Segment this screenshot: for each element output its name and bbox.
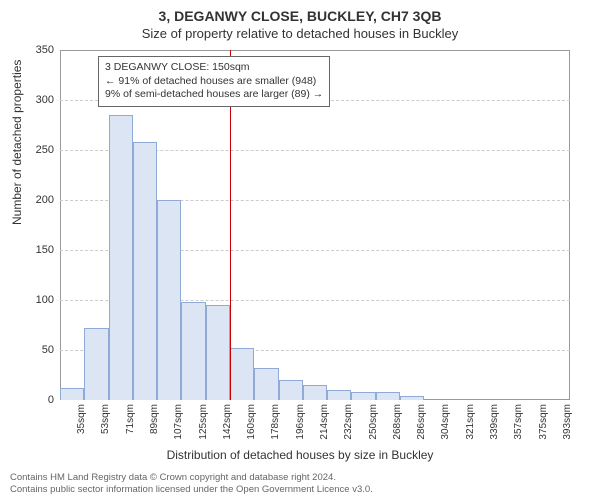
- y-tick-label: 250: [36, 144, 54, 156]
- annotation-line-3: 9% of semi-detached houses are larger (8…: [105, 88, 323, 102]
- histogram-bar: [157, 200, 181, 400]
- x-tick-label: 321sqm: [465, 404, 476, 440]
- histogram-bar: [133, 142, 157, 400]
- footer-attribution: Contains HM Land Registry data © Crown c…: [10, 472, 590, 496]
- x-tick-label: 160sqm: [246, 404, 257, 440]
- y-axis-label: Number of detached properties: [10, 60, 24, 225]
- x-tick-label: 304sqm: [440, 404, 451, 440]
- y-tick-label: 150: [36, 244, 54, 256]
- histogram-bar: [254, 368, 278, 400]
- histogram-bar: [279, 380, 303, 400]
- chart-container: 3, DEGANWY CLOSE, BUCKLEY, CH7 3QB Size …: [0, 0, 600, 500]
- y-tick-label: 50: [42, 344, 54, 356]
- x-tick-label: 53sqm: [100, 404, 111, 434]
- x-tick-label: 178sqm: [270, 404, 281, 440]
- y-tick-label: 100: [36, 294, 54, 306]
- footer-line-2: Contains public sector information licen…: [10, 484, 590, 496]
- x-tick-label: 107sqm: [173, 404, 184, 440]
- x-tick-label: 339sqm: [489, 404, 500, 440]
- histogram-bar: [206, 305, 230, 400]
- y-tick-label: 300: [36, 94, 54, 106]
- histogram-bar: [400, 396, 424, 400]
- histogram-bar: [60, 388, 84, 400]
- histogram-bar: [327, 390, 351, 400]
- page-title: 3, DEGANWY CLOSE, BUCKLEY, CH7 3QB: [0, 0, 600, 24]
- x-tick-label: 375sqm: [538, 404, 549, 440]
- annotation-line-1: 3 DEGANWY CLOSE: 150sqm: [105, 61, 323, 75]
- x-tick-label: 268sqm: [392, 404, 403, 440]
- y-tick-label: 200: [36, 194, 54, 206]
- footer-line-1: Contains HM Land Registry data © Crown c…: [10, 472, 590, 484]
- histogram-bar: [376, 392, 400, 400]
- x-tick-label: 232sqm: [343, 404, 354, 440]
- y-tick-label: 0: [48, 394, 54, 406]
- histogram-plot: 05010015020025030035035sqm53sqm71sqm89sq…: [60, 50, 570, 400]
- x-tick-label: 89sqm: [149, 404, 160, 434]
- histogram-bar: [230, 348, 254, 400]
- page-subtitle: Size of property relative to detached ho…: [0, 24, 600, 41]
- annotation-box: 3 DEGANWY CLOSE: 150sqm← 91% of detached…: [98, 56, 330, 107]
- x-axis-label: Distribution of detached houses by size …: [0, 448, 600, 462]
- y-tick-label: 350: [36, 44, 54, 56]
- x-tick-label: 196sqm: [295, 404, 306, 440]
- x-tick-label: 142sqm: [222, 404, 233, 440]
- x-tick-label: 357sqm: [513, 404, 524, 440]
- x-tick-label: 35sqm: [76, 404, 87, 434]
- annotation-line-2: ← 91% of detached houses are smaller (94…: [105, 75, 323, 89]
- x-tick-label: 250sqm: [368, 404, 379, 440]
- histogram-bar: [109, 115, 133, 400]
- x-tick-label: 286sqm: [416, 404, 427, 440]
- x-tick-label: 214sqm: [319, 404, 330, 440]
- x-tick-label: 125sqm: [198, 404, 209, 440]
- x-tick-label: 393sqm: [562, 404, 573, 440]
- histogram-bar: [181, 302, 205, 400]
- histogram-bar: [351, 392, 375, 400]
- x-tick-label: 71sqm: [125, 404, 136, 434]
- histogram-bar: [303, 385, 327, 400]
- histogram-bar: [84, 328, 108, 400]
